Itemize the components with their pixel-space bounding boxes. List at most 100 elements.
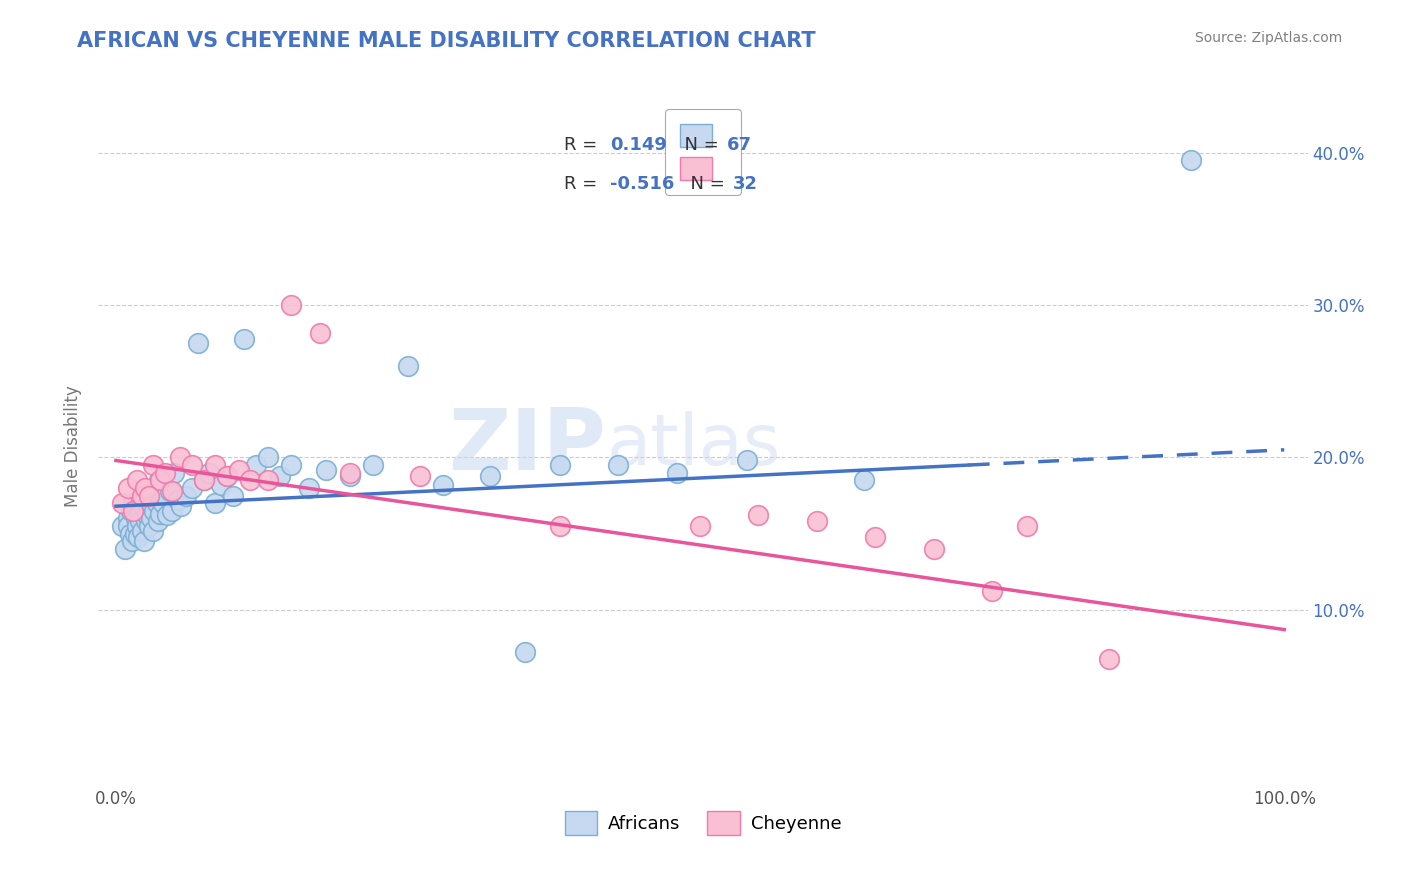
Point xyxy=(852,473,875,487)
Point xyxy=(143,504,166,518)
Text: N =: N = xyxy=(679,175,730,193)
Text: 0.149: 0.149 xyxy=(610,136,666,153)
Legend: Africans, Cheyenne: Africans, Cheyenne xyxy=(555,803,851,844)
Point xyxy=(152,496,174,510)
Point xyxy=(149,507,172,521)
Point xyxy=(222,489,245,503)
Point xyxy=(309,326,332,340)
Point xyxy=(114,541,136,556)
Point xyxy=(187,336,209,351)
Text: Source: ZipAtlas.com: Source: ZipAtlas.com xyxy=(1195,31,1343,45)
Point xyxy=(160,483,183,498)
Point xyxy=(163,466,186,480)
Point xyxy=(129,515,152,529)
Point xyxy=(209,478,232,492)
Point xyxy=(174,489,197,503)
Point xyxy=(135,515,157,529)
Point xyxy=(146,496,169,510)
Point xyxy=(139,496,162,510)
Point xyxy=(125,473,148,487)
Point xyxy=(146,515,169,529)
Point xyxy=(865,530,887,544)
Text: R =: R = xyxy=(564,136,603,153)
Point xyxy=(735,453,758,467)
Point xyxy=(806,515,828,529)
Point xyxy=(256,473,278,487)
Point xyxy=(111,496,134,510)
Point xyxy=(239,473,262,487)
Point xyxy=(122,496,145,510)
Point xyxy=(111,519,134,533)
Point xyxy=(167,493,190,508)
Point xyxy=(125,511,148,525)
Point xyxy=(131,489,153,503)
Text: -0.516: -0.516 xyxy=(610,175,675,193)
Point xyxy=(122,504,145,518)
Text: 32: 32 xyxy=(734,175,758,193)
Point xyxy=(120,504,142,518)
Point xyxy=(315,462,337,476)
Point xyxy=(215,468,238,483)
Point xyxy=(136,508,159,523)
Point xyxy=(747,508,769,523)
Y-axis label: Male Disability: Male Disability xyxy=(65,385,83,507)
Point xyxy=(138,519,160,533)
Point xyxy=(117,481,139,495)
Point xyxy=(339,468,361,483)
Point xyxy=(141,489,163,503)
Point xyxy=(245,458,267,472)
Point xyxy=(142,458,165,472)
Point xyxy=(153,489,176,503)
Point xyxy=(132,499,155,513)
Point xyxy=(409,468,432,483)
Text: N =: N = xyxy=(672,136,724,153)
Point xyxy=(361,458,384,472)
Point xyxy=(513,645,536,659)
Point xyxy=(148,473,170,487)
Point xyxy=(432,478,454,492)
Point xyxy=(138,489,160,503)
Point xyxy=(131,524,153,538)
Point xyxy=(607,458,630,472)
Point xyxy=(117,511,139,525)
Point xyxy=(153,466,176,480)
Point xyxy=(548,458,571,472)
Point xyxy=(689,519,711,533)
Text: AFRICAN VS CHEYENNE MALE DISABILITY CORRELATION CHART: AFRICAN VS CHEYENNE MALE DISABILITY CORR… xyxy=(77,31,815,51)
Point xyxy=(280,458,302,472)
Point xyxy=(156,508,179,523)
Point xyxy=(134,481,156,495)
Point xyxy=(339,466,361,480)
Point xyxy=(134,493,156,508)
Point xyxy=(665,466,688,480)
Point xyxy=(145,481,167,495)
Point xyxy=(396,359,419,373)
Point xyxy=(149,473,172,487)
Text: R =: R = xyxy=(564,175,603,193)
Point xyxy=(1180,153,1202,168)
Text: atlas: atlas xyxy=(606,411,780,481)
Point xyxy=(128,508,150,523)
Point xyxy=(269,468,291,483)
Text: ZIP: ZIP xyxy=(449,404,606,488)
Point xyxy=(139,511,162,525)
Point xyxy=(1098,651,1121,665)
Point xyxy=(193,473,215,487)
Point xyxy=(159,483,181,498)
Point xyxy=(118,526,141,541)
Point xyxy=(215,468,238,483)
Point xyxy=(169,450,191,465)
Point xyxy=(478,468,501,483)
Point xyxy=(125,519,148,533)
Point xyxy=(180,458,202,472)
Point xyxy=(127,530,149,544)
Point xyxy=(142,524,165,538)
Point xyxy=(170,499,193,513)
Point xyxy=(981,584,1004,599)
Point xyxy=(233,332,256,346)
Point xyxy=(160,504,183,518)
Point xyxy=(117,519,139,533)
Point xyxy=(193,473,215,487)
Text: 67: 67 xyxy=(727,136,752,153)
Point xyxy=(280,298,302,312)
